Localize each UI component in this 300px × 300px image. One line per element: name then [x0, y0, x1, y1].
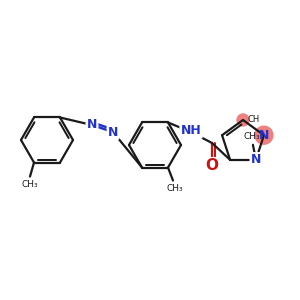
Text: N: N [251, 153, 261, 166]
Text: CH₃: CH₃ [22, 179, 38, 188]
Text: CH: CH [247, 116, 259, 124]
Text: O: O [206, 158, 218, 173]
Circle shape [237, 114, 249, 126]
Text: N: N [108, 125, 118, 139]
Circle shape [255, 126, 273, 144]
Text: NH: NH [181, 124, 201, 137]
Text: N: N [87, 118, 97, 131]
Text: CH₃: CH₃ [167, 184, 183, 193]
Text: CH₃: CH₃ [244, 132, 260, 141]
Text: N: N [259, 129, 269, 142]
